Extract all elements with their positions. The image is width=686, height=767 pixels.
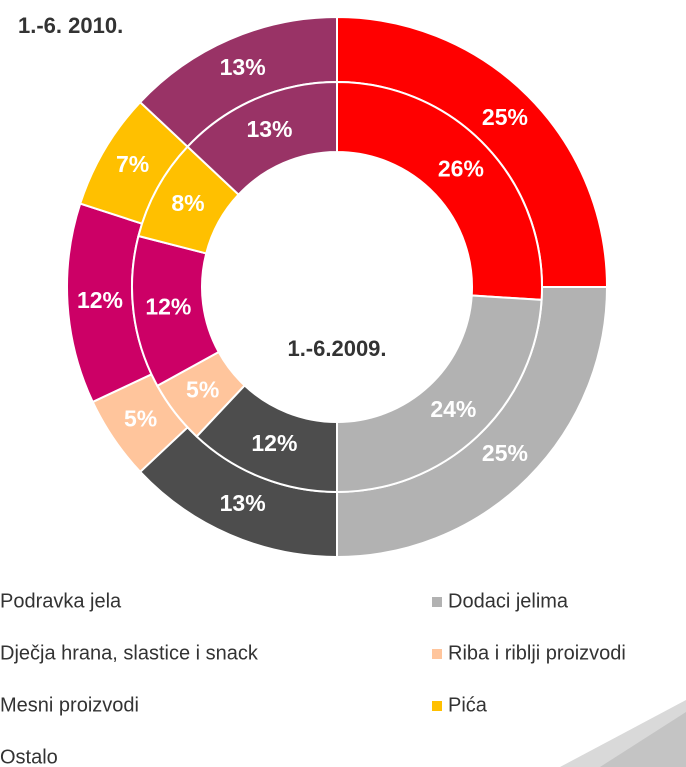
data-label: 25% bbox=[482, 440, 528, 466]
data-label: 13% bbox=[220, 54, 266, 80]
data-label: 13% bbox=[246, 116, 292, 142]
legend-label: Dječja hrana, slastice i snack bbox=[0, 642, 259, 664]
outer-ring-title: 1.-6. 2010. bbox=[18, 13, 123, 38]
decoration bbox=[600, 712, 686, 767]
data-label: 7% bbox=[116, 151, 149, 177]
inner-ring-title: 1.-6.2009. bbox=[287, 336, 386, 361]
legend-label: Ostalo bbox=[0, 746, 58, 767]
data-label: 12% bbox=[77, 287, 123, 313]
data-label: 5% bbox=[186, 376, 219, 402]
legend-label: Podravka jela bbox=[0, 590, 122, 612]
donut-slice bbox=[336, 80, 543, 301]
data-label: 12% bbox=[145, 293, 191, 319]
data-label: 12% bbox=[251, 430, 297, 456]
donut-slice bbox=[186, 80, 338, 196]
data-label: 26% bbox=[438, 156, 484, 182]
data-label: 5% bbox=[124, 406, 157, 432]
legend-marker bbox=[432, 597, 442, 607]
legend-label: Mesni proizvodi bbox=[0, 694, 139, 716]
legend-label: Pića bbox=[448, 694, 488, 716]
data-label: 13% bbox=[220, 490, 266, 516]
data-label: 24% bbox=[430, 396, 476, 422]
data-label: 25% bbox=[482, 104, 528, 130]
legend-marker bbox=[432, 649, 442, 659]
legend-marker bbox=[432, 701, 442, 711]
legend-label: Dodaci jelima bbox=[448, 590, 569, 612]
data-label: 8% bbox=[171, 190, 204, 216]
legend-label: Riba i riblji proizvodi bbox=[448, 642, 626, 664]
